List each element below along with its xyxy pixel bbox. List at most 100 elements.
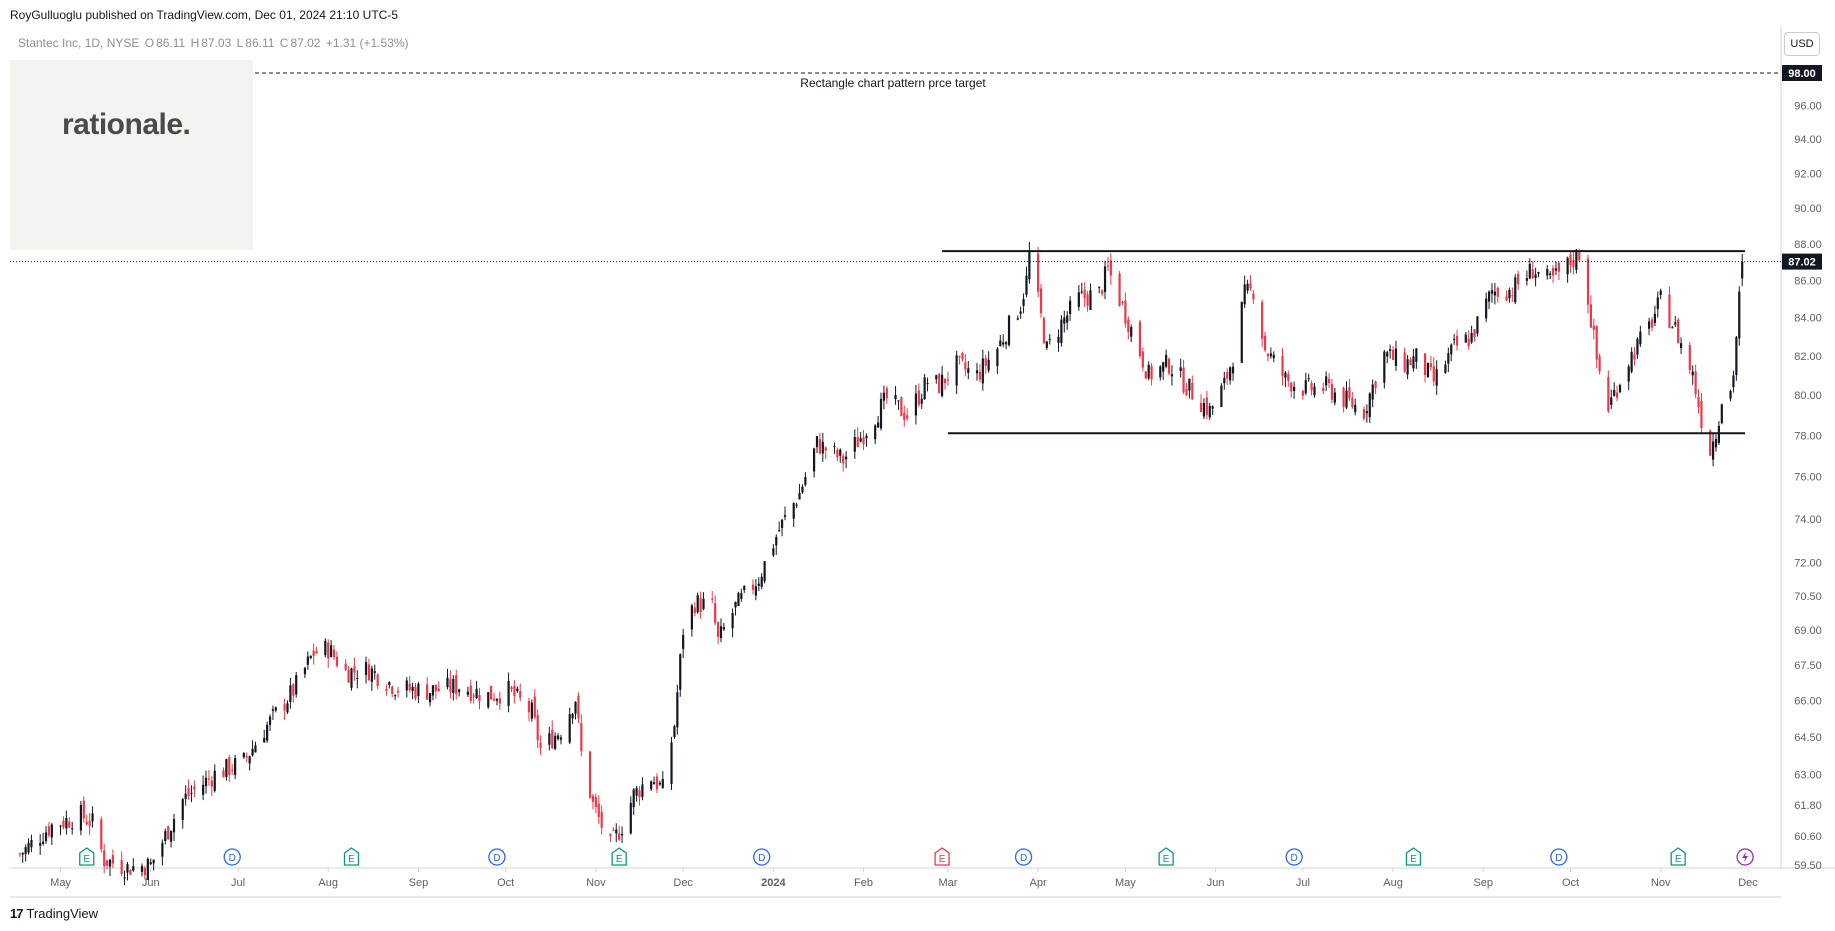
candle-up <box>987 359 990 371</box>
candle-down <box>469 685 472 701</box>
candle-up <box>754 586 757 596</box>
candle-down <box>1374 381 1377 389</box>
candle-up <box>778 530 781 532</box>
candle-up <box>1490 290 1494 294</box>
earnings-icon <box>1670 847 1686 866</box>
candle-up <box>164 831 167 842</box>
candle-down <box>1310 383 1313 391</box>
dividend-marker-label: D <box>1555 853 1562 864</box>
candle-up <box>556 735 560 740</box>
price-tick-label: 76.00 <box>1794 472 1822 484</box>
candle-down <box>943 378 947 384</box>
candle-up <box>940 374 944 397</box>
candle-down <box>1409 359 1412 366</box>
candle-up <box>1223 377 1226 384</box>
candle-down <box>335 656 339 666</box>
candle-up <box>1002 342 1005 345</box>
earnings-icon <box>343 847 360 866</box>
candle-up <box>71 828 74 830</box>
candle-up <box>1304 380 1307 394</box>
candle-up <box>1610 397 1613 405</box>
candle-up <box>792 503 795 519</box>
earnings-marker-label: E <box>616 854 623 865</box>
candle-up <box>999 340 1002 346</box>
price-tick-label: 59.50 <box>1794 860 1822 872</box>
watermark-panel <box>10 60 253 250</box>
dividend-icon <box>1550 848 1568 866</box>
candle-up <box>1080 291 1083 293</box>
candle-up <box>722 627 725 630</box>
price-label-box <box>1782 65 1822 81</box>
candle-up <box>59 825 62 827</box>
open-value: 86.11 <box>156 36 186 50</box>
candle-up <box>801 486 804 493</box>
earnings-icon <box>1405 847 1422 866</box>
candle-down <box>414 687 417 699</box>
candle-up <box>170 830 173 842</box>
candle-down <box>332 649 336 658</box>
candle-up <box>1525 278 1528 281</box>
candle-down <box>100 819 103 850</box>
candle-up <box>495 699 499 701</box>
candle-up <box>1647 321 1651 329</box>
candle-up <box>330 645 333 657</box>
candle-up <box>1549 273 1552 275</box>
candle-up <box>629 802 632 834</box>
earnings-marker-label: E <box>939 854 946 865</box>
dividend-icon <box>488 848 506 866</box>
candle-down <box>391 686 394 694</box>
candle-up <box>309 655 312 659</box>
candle-up <box>935 375 938 380</box>
candle-up <box>172 819 176 833</box>
candle-down <box>1572 259 1575 267</box>
candle-down <box>1589 304 1592 328</box>
candle-down <box>751 584 755 590</box>
dividend-marker-label: D <box>1020 853 1027 864</box>
candle-up <box>571 713 574 719</box>
candle-up <box>1656 297 1659 309</box>
candle-down <box>449 679 452 692</box>
candle-down <box>612 829 615 831</box>
price-tick-label: 78.00 <box>1794 430 1822 442</box>
candle-down <box>862 437 865 445</box>
candle-up <box>690 605 693 630</box>
candle-down <box>1455 335 1459 346</box>
candle-down <box>1677 319 1680 344</box>
candle-down <box>946 379 950 381</box>
candle-up <box>1717 425 1721 443</box>
currency-button[interactable]: USD <box>1784 32 1820 56</box>
price-tick-label: 69.00 <box>1794 625 1822 637</box>
candle-up <box>27 842 30 853</box>
candle-up <box>772 548 775 556</box>
candle-up <box>812 448 816 472</box>
candle-up <box>1048 338 1051 340</box>
candle-up <box>620 833 624 836</box>
candle-up <box>661 779 664 789</box>
candle-up <box>1211 406 1214 409</box>
dividend-marker-label: D <box>1291 853 1298 864</box>
time-tick-label: Sep <box>409 877 429 889</box>
time-tick-label: Mar <box>938 877 957 889</box>
candle-down <box>1496 287 1499 297</box>
candle-up <box>763 561 766 582</box>
dividend-marker-label: D <box>493 853 500 864</box>
earnings-marker-label: E <box>1675 854 1682 865</box>
candle-down <box>1109 260 1112 276</box>
candle-up <box>466 691 469 695</box>
candle-up <box>783 515 787 517</box>
price-tick-label: 66.00 <box>1794 695 1822 707</box>
price-label-text: 98.00 <box>1788 68 1816 80</box>
candle-up <box>1653 313 1656 323</box>
earnings-marker-label: E <box>348 854 355 865</box>
candle-down <box>62 820 65 828</box>
candle-down <box>472 695 475 697</box>
candle-down <box>1342 387 1345 407</box>
candle-up <box>839 449 842 456</box>
candle-up <box>559 737 563 740</box>
candle-down <box>1467 338 1470 347</box>
candle-down <box>1633 354 1636 360</box>
candle-up <box>1450 344 1453 355</box>
chart-pane[interactable] <box>10 25 1781 868</box>
candle-down <box>510 687 513 690</box>
candle-up <box>632 789 635 808</box>
